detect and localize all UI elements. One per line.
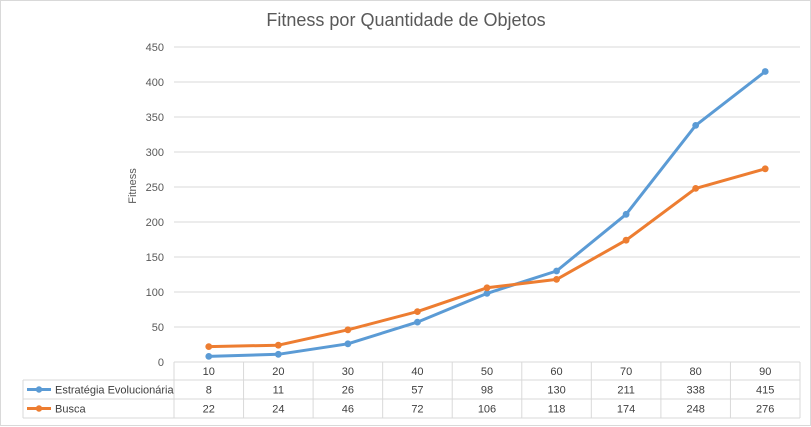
gridlines: [174, 46, 800, 363]
data-point: [274, 350, 282, 358]
table-value-cell: 72: [411, 404, 423, 416]
data-point: [483, 284, 491, 292]
data-point: [761, 68, 769, 75]
data-point: [344, 326, 352, 334]
table-value-cell: 22: [203, 404, 215, 416]
table-value-cell: 24: [272, 404, 284, 416]
x-category-label: 80: [690, 366, 702, 378]
table-value-cell: 338: [686, 385, 704, 397]
y-tick-label: 400: [146, 77, 164, 89]
y-tick-label: 300: [146, 147, 164, 159]
table-value-cell: 276: [756, 404, 774, 416]
data-point: [274, 341, 282, 349]
data-table: 10 20 30 40 50 60 70 80 90 Estratégia Evolucionár…: [22, 361, 801, 419]
table-value-cell: 11: [273, 385, 284, 397]
y-axis-title: Fitness: [127, 168, 139, 204]
data-point: [622, 236, 630, 244]
data-point: [414, 318, 421, 326]
series-lines: [205, 68, 769, 360]
table-value-cell: 106: [478, 404, 496, 416]
y-tick-label: 450: [146, 42, 164, 54]
legend-series-name: Estratégia Evolucionária: [55, 385, 175, 397]
legend-key-marker: [35, 405, 43, 412]
table-value-cell: 174: [617, 404, 635, 416]
data-point: [205, 343, 213, 350]
table-value-cell: 26: [342, 385, 354, 397]
data-point: [344, 340, 352, 348]
table-value-cell: 211: [617, 385, 635, 397]
data-point: [692, 185, 700, 192]
y-tick-label: 350: [146, 112, 164, 124]
data-point: [622, 210, 630, 218]
x-category-label: 50: [481, 366, 493, 378]
x-category-label: 60: [550, 366, 562, 378]
table-value-cell: 248: [686, 404, 704, 416]
data-point: [553, 267, 560, 275]
table-value-cell: 98: [481, 385, 493, 397]
data-point: [692, 122, 700, 129]
y-tick-label: 50: [152, 322, 164, 334]
chart-title: Fitness por Quantidade de Objetos: [266, 10, 545, 30]
x-category-label: 40: [411, 366, 423, 378]
table-value-cell: 130: [547, 385, 565, 397]
table-value-cell: 415: [756, 385, 774, 397]
x-category-label: 10: [203, 366, 215, 378]
x-category-label: 20: [272, 366, 284, 378]
y-tick-label: 0: [158, 357, 164, 369]
x-category-label: 30: [342, 366, 354, 378]
table-value-cell: 8: [206, 385, 212, 397]
table-value-cell: 57: [411, 385, 423, 397]
x-category-label: 70: [620, 366, 632, 378]
data-point: [205, 353, 213, 360]
x-category-label: 90: [759, 366, 771, 378]
legend-key-marker: [35, 386, 43, 393]
table-value-cell: 46: [342, 404, 354, 416]
data-point: [553, 276, 560, 283]
y-tick-label: 250: [146, 182, 164, 194]
y-tick-label: 150: [146, 252, 164, 264]
legend-series-name: Busca: [55, 404, 86, 416]
data-point: [761, 165, 769, 173]
y-tick-label: 100: [146, 287, 164, 299]
y-axis-ticks: 0 50 100 150 200 250 300 350 400 450: [146, 42, 164, 369]
series-line: [207, 167, 767, 349]
series-line: [207, 70, 767, 358]
y-tick-label: 200: [146, 217, 164, 229]
data-point: [414, 308, 421, 315]
table-value-cell: 118: [548, 404, 566, 416]
data-point: [483, 290, 491, 297]
